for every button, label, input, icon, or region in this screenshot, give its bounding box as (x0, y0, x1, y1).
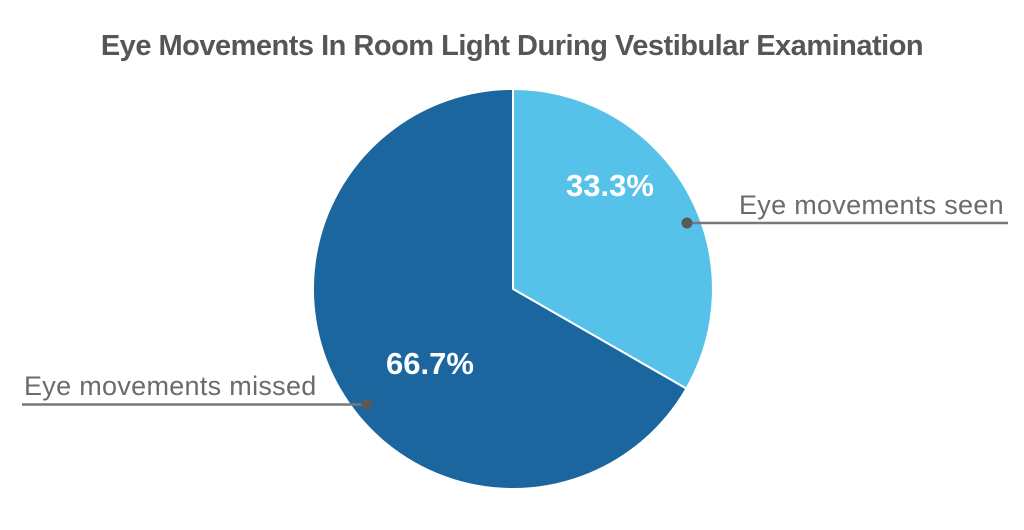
callout-label-seen: Eye movements seen (739, 190, 1004, 220)
slice-value-seen: 33.3% (566, 168, 654, 203)
pie-slice-eye-movements-missed (311, 88, 688, 490)
callout-dot-seen (681, 217, 693, 229)
callout-dot-missed (361, 399, 373, 410)
callout-label-missed: Eye movements missed (24, 371, 317, 401)
slice-value-missed: 66.7% (386, 346, 474, 381)
chart-title: Eye Movements In Room Light During Vesti… (100, 30, 924, 62)
pie-slice-eye-movements-seen (512, 88, 714, 390)
